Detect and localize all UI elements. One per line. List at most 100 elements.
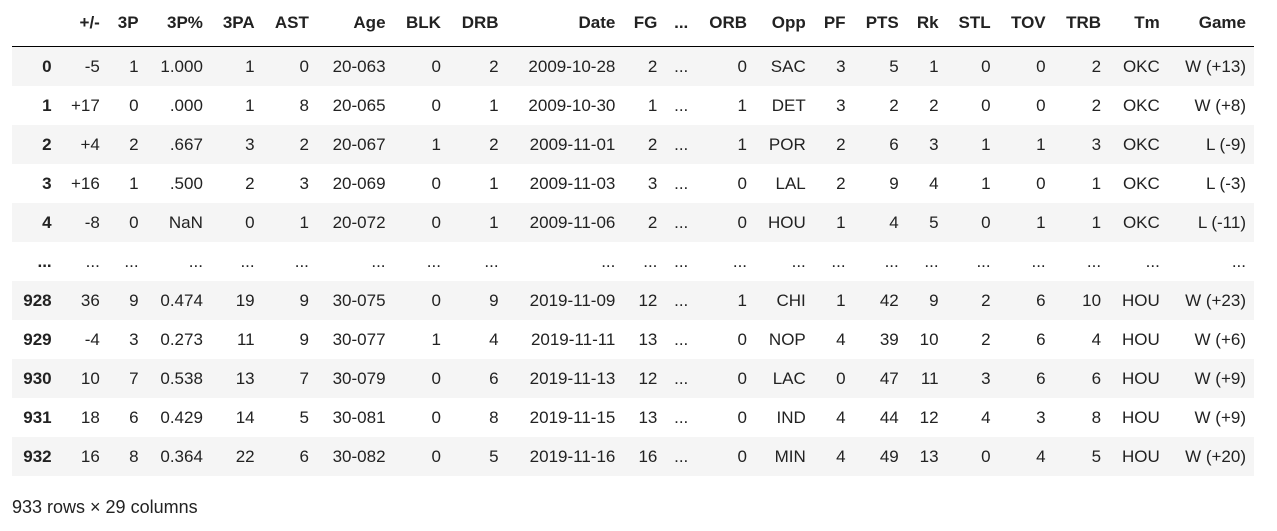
table-cell: 13 <box>638 407 658 427</box>
table-cell: 1 <box>1036 134 1046 154</box>
table-cell: W (+6) <box>1194 329 1246 349</box>
column-header: Opp <box>755 0 814 47</box>
table-cell: 4 <box>1036 446 1046 466</box>
table-cell: 8 <box>1091 407 1102 427</box>
table-cell: 1 <box>245 95 255 115</box>
row-index: 4 <box>42 212 52 232</box>
table-row: 932 16 8 0.364 22 6 30-082 0 5 2019-11-16 16... 0 MI… <box>12 437 1254 476</box>
table-cell: ... <box>831 251 846 271</box>
table-cell: L (-3) <box>1206 173 1246 193</box>
table-cell: 4 <box>836 407 846 427</box>
table-cell: 2 <box>647 56 658 76</box>
table-row: 930 10 7 0.538 13 7 30-079 0 6 2019-11-13 12... 0 LA… <box>12 359 1254 398</box>
table-cell: 4 <box>836 446 846 466</box>
table-cell: 13 <box>235 368 255 388</box>
table-cell: 0 <box>129 95 139 115</box>
table-row: 928 36 9 0.474 19 9 30-075 0 9 2019-11-09 12... 1 CH… <box>12 281 1254 320</box>
table-cell: 2 <box>129 134 139 154</box>
table-cell: 2009-10-30 <box>528 95 616 115</box>
table-cell: ... <box>240 251 255 271</box>
table-cell: 0 <box>129 212 139 232</box>
table-row: 3 +16 1 .500 2 3 20-069 0 1 2009-11-03 3... 0 LAL 2 9 4… <box>12 164 1254 203</box>
table-cell: 10 <box>1082 290 1102 310</box>
table-cell: 20-072 <box>332 212 386 232</box>
table-cell: 2 <box>489 134 499 154</box>
column-header: BLK <box>393 0 449 47</box>
table-cell: 1 <box>489 212 499 232</box>
table-cell: -5 <box>84 56 100 76</box>
row-index: ... <box>37 251 52 271</box>
table-cell: 2019-11-15 <box>529 407 616 427</box>
table-cell: .500 <box>169 173 203 193</box>
table-cell: 6 <box>889 134 899 154</box>
table-cell: 13 <box>919 446 939 466</box>
table-cell: 2 <box>1091 95 1102 115</box>
table-cell: 0 <box>1036 56 1046 76</box>
table-cell: W (+8) <box>1194 95 1246 115</box>
table-cell: 1 <box>647 95 658 115</box>
table-cell: 1 <box>431 329 441 349</box>
table-cell: 1 <box>836 290 846 310</box>
table-cell: 19 <box>235 290 255 310</box>
table-cell: 2009-10-28 <box>528 56 616 76</box>
column-header: FG <box>623 0 666 47</box>
row-index: 2 <box>42 134 52 154</box>
column-header: +/- <box>59 0 108 47</box>
table-cell: 9 <box>929 290 939 310</box>
table-cell: 6 <box>489 368 499 388</box>
table-cell: .667 <box>169 134 203 154</box>
column-header: 3P% <box>146 0 211 47</box>
table-cell: 0 <box>836 368 846 388</box>
table-cell: 2 <box>647 212 658 232</box>
table-cell: 0.538 <box>160 368 203 388</box>
table-cell: HOU <box>1122 368 1160 388</box>
table-cell: .000 <box>169 95 203 115</box>
table-cell: ... <box>484 251 499 271</box>
column-header: Date <box>506 0 624 47</box>
table-cell: 0 <box>737 329 748 349</box>
table-cell: 11 <box>236 329 255 349</box>
table-cell: 22 <box>235 446 255 466</box>
table-cell: 2 <box>929 95 939 115</box>
table-cell: 30-082 <box>332 446 386 466</box>
table-cell: 1 <box>129 173 139 193</box>
column-header: TRB <box>1053 0 1110 47</box>
table-row: 1 +17 0 .000 1 8 20-065 0 1 2009-10-30 1... 1 DET 3 2 2… <box>12 86 1254 125</box>
table-cell: 0 <box>431 407 441 427</box>
table-cell: 1 <box>1091 173 1102 193</box>
table-cell: ... <box>124 251 139 271</box>
table-cell: 9 <box>299 329 309 349</box>
table-cell: 1 <box>737 290 748 310</box>
table-cell: 0.474 <box>160 290 203 310</box>
table-cell: 2 <box>489 56 499 76</box>
table-cell: 2 <box>647 134 658 154</box>
table-cell: ... <box>674 212 689 232</box>
table-cell: 0 <box>737 212 748 232</box>
table-cell: DET <box>771 95 806 115</box>
table-cell: 8 <box>489 407 499 427</box>
table-cell: ... <box>674 251 689 271</box>
table-cell: 1 <box>489 95 499 115</box>
index-column-header <box>12 0 60 47</box>
table-cell: W (+9) <box>1194 407 1246 427</box>
table-cell: 6 <box>1036 329 1046 349</box>
table-cell: 2019-11-09 <box>529 290 616 310</box>
table-cell: ... <box>674 446 689 466</box>
table-cell: 16 <box>80 446 100 466</box>
table-cell: 0 <box>299 56 309 76</box>
table-cell: 18 <box>80 407 100 427</box>
column-header: ... <box>665 0 697 47</box>
table-cell: 9 <box>889 173 899 193</box>
column-header: PTS <box>853 0 907 47</box>
table-cell: +4 <box>80 134 100 154</box>
table-cell: POR <box>768 134 806 154</box>
table-cell: 3 <box>129 329 139 349</box>
dataframe-table: +/- 3P 3P% 3PA AST Age BLK DRB Date FG... ORB Opp PF… <box>12 0 1254 476</box>
table-cell: 2019-11-16 <box>529 446 616 466</box>
table-cell: 30-077 <box>332 329 386 349</box>
table-cell: 6 <box>1036 368 1046 388</box>
table-cell: 0 <box>981 446 991 466</box>
table-cell: NaN <box>168 212 203 232</box>
dataframe-shape-label: 933 rows × 29 columns <box>12 497 198 517</box>
table-cell: ... <box>674 134 689 154</box>
